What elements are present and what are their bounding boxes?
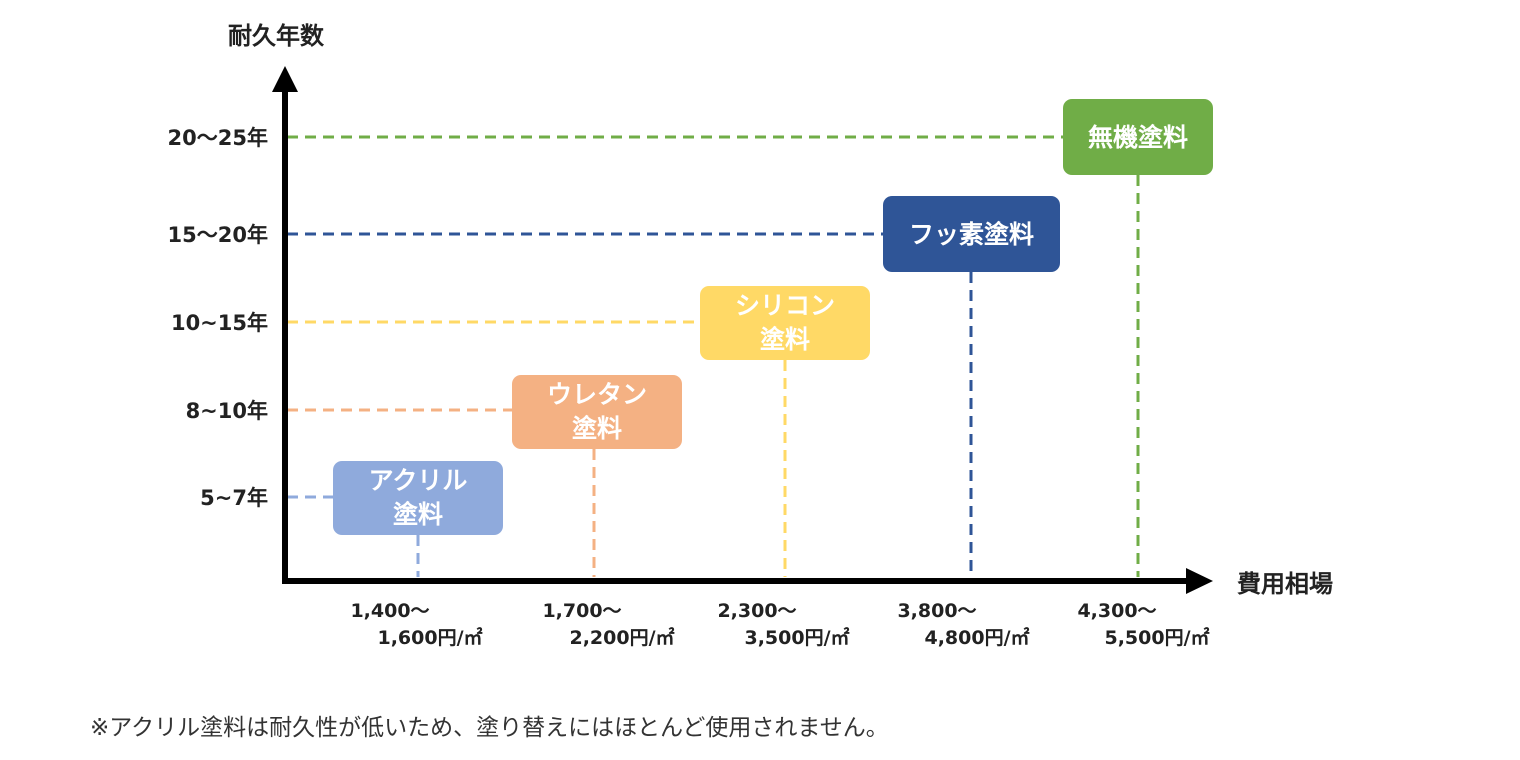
footnote: ※アクリル塗料は耐久性が低いため、塗り替えにはほとんど使用されません。	[90, 715, 889, 741]
y-axis-title: 耐久年数	[228, 22, 325, 50]
x-tick-label-line1-5: 4,300～	[1077, 600, 1156, 622]
x-tick-label-line1-4: 3,800～	[897, 600, 976, 622]
x-axis-title: 費用相場	[1237, 570, 1333, 598]
series-label-line-1: アクリル	[369, 466, 468, 495]
series-box-rect	[883, 196, 1060, 272]
series-box-rect	[333, 461, 503, 535]
series-box-4: フッ素塗料	[883, 196, 1060, 272]
series-label: 無機塗料	[1088, 123, 1188, 152]
series-label-line-2: 塗料	[760, 325, 810, 354]
series-box-rect	[512, 375, 682, 449]
guide-lines	[287, 135, 1140, 577]
series-label: フッ素塗料	[909, 220, 1034, 249]
x-tick-labels: 1,400～ 1,600円/㎡ 1,700～ 2,200円/㎡ 2,300～ 3,500円…	[350, 600, 1209, 649]
x-axis-arrow	[1186, 568, 1213, 594]
x-tick-label-line1-3: 2,300～	[717, 600, 796, 622]
x-tick-label-line2-5: 5,500円/㎡	[1104, 626, 1209, 649]
y-axis-arrow	[272, 66, 298, 92]
y-tick-labels: 5~7年 8~10年 10~15年 15～20年 20～25年	[168, 126, 268, 510]
x-tick-label-line2-3: 3,500円/㎡	[744, 626, 849, 649]
y-tick-label-1: 5~7年	[200, 486, 268, 510]
series-box-rect	[700, 286, 870, 360]
y-tick-label-5: 20～25年	[168, 126, 268, 150]
series-box-rect	[1063, 99, 1213, 175]
series-box-5: 無機塗料	[1063, 99, 1213, 175]
x-tick-label-line2-1: 1,600円/㎡	[377, 626, 482, 649]
series-box-1: アクリル塗料	[333, 461, 503, 535]
x-tick-label-line2-4: 4,800円/㎡	[924, 626, 1029, 649]
series-label-line-2: 塗料	[572, 414, 622, 443]
y-tick-label-4: 15～20年	[168, 223, 268, 247]
x-tick-label-line1-1: 1,400～	[350, 600, 429, 622]
x-tick-label-line2-2: 2,200円/㎡	[569, 626, 674, 649]
y-tick-label-3: 10~15年	[171, 311, 268, 335]
series-label-line-2: 塗料	[393, 500, 443, 529]
series-label-line-1: シリコン	[735, 291, 835, 320]
durability-cost-chart: 耐久年数 費用相場 5~7年 8~10年 10~15年 15～20年 20～25年 1,…	[168, 22, 1333, 649]
y-tick-label-2: 8~10年	[186, 399, 268, 423]
axes	[272, 66, 1213, 594]
x-tick-label-line1-2: 1,700～	[542, 600, 621, 622]
series-label-line-1: ウレタン	[547, 380, 647, 409]
